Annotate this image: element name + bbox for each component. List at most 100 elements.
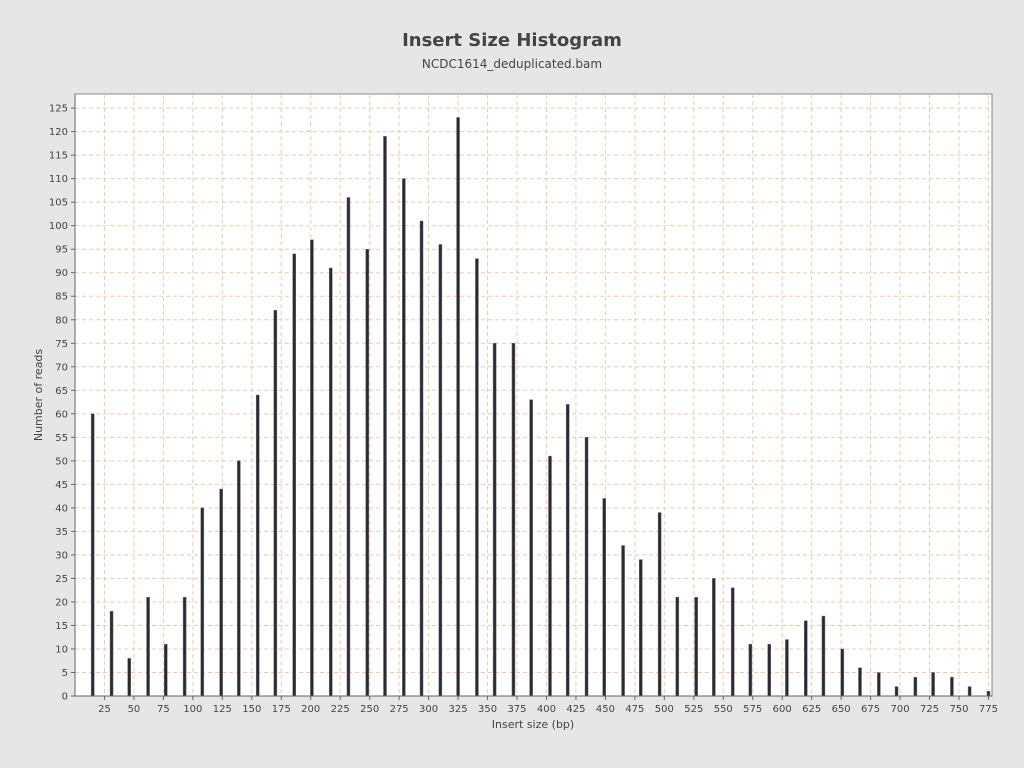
y-tick-label: 25 xyxy=(55,574,68,585)
x-tick-label: 150 xyxy=(242,704,261,715)
histogram-bar xyxy=(602,498,606,697)
y-tick-label: 65 xyxy=(55,386,68,397)
x-tick-label: 675 xyxy=(861,704,880,715)
histogram-bar xyxy=(329,267,333,697)
x-tick-label: 225 xyxy=(331,704,350,715)
histogram-bar xyxy=(821,615,826,697)
histogram-bar xyxy=(182,596,187,697)
histogram-bar xyxy=(310,239,314,697)
y-axis-ticks: 0 5 10 15 20 25 30 35 40 45 50 55 60 65 70 75 80 85 90 95 10… xyxy=(49,104,75,703)
x-tick-label: 700 xyxy=(891,704,910,715)
histogram-bar xyxy=(365,248,370,697)
x-tick-label: 75 xyxy=(157,704,170,715)
x-tick-label: 125 xyxy=(213,704,232,715)
x-axis-label: Insert size (bp) xyxy=(492,718,574,731)
y-tick-label: 55 xyxy=(55,433,68,444)
histogram-bar xyxy=(548,455,552,697)
x-tick-label: 450 xyxy=(596,704,615,715)
x-tick-label: 500 xyxy=(655,704,674,715)
y-tick-label: 60 xyxy=(55,409,68,420)
histogram-bar xyxy=(730,587,735,697)
y-tick-label: 100 xyxy=(49,221,68,232)
y-tick-label: 10 xyxy=(55,644,68,655)
histogram-bar xyxy=(584,437,589,697)
histogram-bar xyxy=(529,399,533,697)
y-tick-label: 20 xyxy=(55,597,68,608)
histogram-bar xyxy=(931,672,935,697)
histogram-bar xyxy=(273,310,278,697)
histogram-bar xyxy=(438,244,443,697)
x-tick-label: 400 xyxy=(537,704,556,715)
x-tick-label: 175 xyxy=(272,704,291,715)
histogram-bar xyxy=(383,136,387,697)
histogram-bar xyxy=(621,545,625,697)
histogram-bar xyxy=(748,644,753,697)
y-tick-label: 70 xyxy=(55,362,68,373)
x-tick-label: 50 xyxy=(128,704,141,715)
x-tick-label: 575 xyxy=(743,704,762,715)
x-tick-label: 325 xyxy=(449,704,468,715)
plot-area xyxy=(74,93,993,697)
y-tick-label: 0 xyxy=(62,692,68,703)
histogram-bar xyxy=(237,460,241,697)
histogram-bar xyxy=(657,512,662,697)
x-axis-ticks: 25 50 75 100 125 150 175 200 225 250 275 300 325 350 3… xyxy=(98,696,998,715)
x-tick-label: 750 xyxy=(949,704,968,715)
histogram-bar xyxy=(767,644,771,697)
histogram-bar xyxy=(950,676,954,697)
histogram-bar xyxy=(292,253,296,697)
histogram-bar xyxy=(858,667,862,697)
x-tick-label: 350 xyxy=(478,704,497,715)
y-axis-label: Number of reads xyxy=(32,349,45,442)
x-tick-label: 250 xyxy=(360,704,379,715)
histogram-bar xyxy=(402,178,406,697)
histogram-bar xyxy=(511,343,516,697)
histogram-bar xyxy=(913,676,918,697)
histogram-bar xyxy=(986,691,991,697)
x-tick-label: 550 xyxy=(714,704,733,715)
histogram-bar xyxy=(492,343,497,697)
histogram-bar xyxy=(712,578,716,697)
histogram-bar xyxy=(219,488,223,697)
chart-title: Insert Size Histogram xyxy=(402,30,622,51)
x-tick-label: 725 xyxy=(920,704,939,715)
histogram-bar xyxy=(200,507,205,697)
y-tick-label: 95 xyxy=(55,245,68,256)
x-tick-label: 25 xyxy=(98,704,111,715)
y-tick-label: 40 xyxy=(55,503,68,514)
histogram-bar xyxy=(346,197,351,697)
histogram-bar xyxy=(146,596,150,697)
y-tick-label: 75 xyxy=(55,339,68,350)
y-tick-label: 30 xyxy=(55,550,68,561)
histogram-bar xyxy=(877,672,881,697)
histogram-bar xyxy=(565,404,570,697)
histogram-bar xyxy=(90,413,95,697)
histogram-bar xyxy=(109,611,114,697)
y-tick-label: 35 xyxy=(55,527,68,538)
grid-lines xyxy=(75,94,992,697)
histogram-bar xyxy=(419,220,424,697)
y-tick-label: 120 xyxy=(49,127,68,138)
histogram-bar xyxy=(164,644,168,697)
y-tick-label: 110 xyxy=(49,174,68,185)
x-tick-label: 650 xyxy=(832,704,851,715)
y-tick-label: 5 xyxy=(62,668,68,679)
chart-subtitle: NCDC1614_deduplicated.bam xyxy=(421,57,603,71)
histogram-bar xyxy=(255,394,260,697)
histogram-bar xyxy=(840,648,845,697)
x-tick-label: 200 xyxy=(301,704,320,715)
y-tick-label: 105 xyxy=(49,198,68,209)
x-tick-label: 425 xyxy=(566,704,585,715)
x-tick-label: 300 xyxy=(419,704,438,715)
y-tick-label: 45 xyxy=(55,480,68,491)
histogram-bar xyxy=(894,686,899,697)
x-tick-label: 375 xyxy=(507,704,526,715)
histogram-bar xyxy=(127,658,131,697)
histogram-bar xyxy=(694,596,698,697)
y-tick-label: 125 xyxy=(49,104,68,115)
x-tick-label: 275 xyxy=(390,704,409,715)
histogram-bar xyxy=(785,639,789,697)
y-tick-label: 15 xyxy=(55,621,68,632)
y-tick-label: 115 xyxy=(49,151,68,162)
